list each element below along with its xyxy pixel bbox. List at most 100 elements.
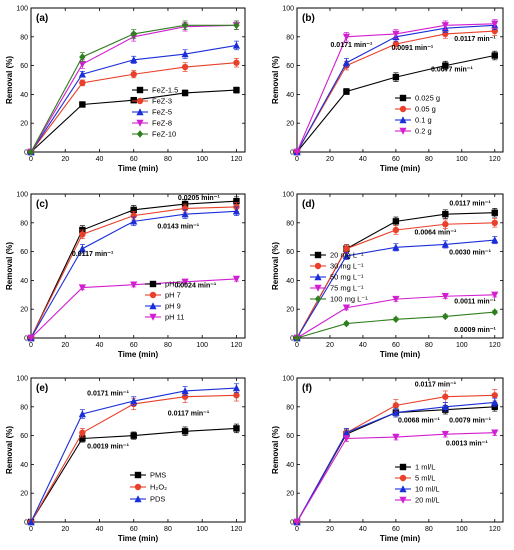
x-tick-label: 0	[295, 526, 299, 533]
data-point	[27, 148, 35, 156]
legend-marker	[314, 284, 322, 292]
legend: FeZ-1.5 FeZ-3 FeZ-5 FeZ-8 FeZ-10	[132, 86, 178, 139]
legend-marker	[314, 273, 322, 281]
series-3	[27, 20, 241, 156]
y-tick-label: 100	[16, 6, 28, 13]
data-point	[342, 58, 351, 66]
x-tick-label: 100	[196, 156, 208, 163]
x-tick-label: 120	[231, 156, 243, 163]
x-tick-label: 60	[392, 342, 400, 349]
series-4	[27, 20, 240, 156]
x-tick-label: 100	[196, 342, 208, 349]
y-tick-label: 40	[286, 92, 294, 99]
y-tick-label: 40	[286, 278, 294, 285]
data-point	[392, 433, 400, 441]
legend: 0.025 g 0.05 g 0.1 g 0.2 g	[395, 94, 440, 136]
y-axis-title: Removal (%)	[5, 242, 14, 290]
data-point	[491, 429, 499, 437]
data-point	[441, 430, 449, 438]
data-point	[181, 428, 189, 435]
x-tick-label: 80	[425, 342, 433, 349]
data-point	[343, 245, 350, 252]
rate-annotation: 0.0171 min⁻¹	[330, 42, 372, 49]
y-tick-label: 60	[286, 63, 294, 70]
series-4	[293, 308, 498, 342]
data-point	[491, 291, 499, 299]
x-tick-label: 100	[456, 526, 468, 533]
legend-marker	[399, 94, 407, 102]
y-tick-label: 0	[24, 336, 28, 343]
legend-marker	[399, 485, 407, 493]
x-axis-title: Time (min)	[118, 534, 159, 543]
y-axis-title: Removal (%)	[271, 242, 280, 290]
data-point	[79, 101, 86, 108]
y-tick-label: 80	[286, 220, 294, 227]
panel-label: (b)	[302, 13, 315, 24]
panel-label: (c)	[36, 199, 48, 210]
x-tick-label: 80	[164, 156, 172, 163]
data-point	[27, 334, 35, 342]
legend-label: H₂O₂	[150, 483, 167, 492]
x-tick-label: 40	[359, 342, 367, 349]
legend-label: 0.025 g	[415, 94, 440, 103]
data-point	[441, 293, 449, 301]
y-tick-label: 80	[286, 34, 294, 41]
data-point	[442, 312, 449, 321]
rate-annotation: 0.0030 min⁻¹	[449, 249, 491, 256]
data-point	[392, 295, 400, 303]
plot-frame	[30, 377, 246, 523]
legend-label: 50 mg L⁻¹	[330, 273, 364, 282]
x-tick-label: 60	[130, 156, 138, 163]
panel-a: 0 20 40 60 80 100 120 0 20 40 60 80 100 Time (min) Rem…	[5, 6, 246, 173]
y-tick-label: 0	[290, 336, 294, 343]
legend-marker	[399, 127, 407, 135]
data-point	[293, 334, 301, 342]
x-tick-label: 40	[96, 342, 104, 349]
series-0	[27, 86, 240, 156]
y-tick-label: 0	[24, 520, 28, 527]
legend-label: FeZ-10	[152, 130, 176, 139]
x-tick-label: 20	[61, 156, 69, 163]
y-tick-label: 40	[20, 92, 28, 99]
legend-marker	[136, 119, 144, 127]
data-point	[491, 398, 499, 406]
x-tick-label: 120	[489, 156, 501, 163]
x-tick-label: 20	[326, 526, 334, 533]
legend-marker	[134, 471, 142, 479]
data-point	[392, 73, 400, 81]
x-tick-label: 120	[231, 342, 243, 349]
data-point	[232, 275, 241, 283]
plot-frame	[30, 7, 246, 153]
data-point	[232, 207, 241, 215]
y-axis-title: Removal (%)	[5, 426, 14, 474]
legend-marker	[149, 302, 157, 310]
x-tick-label: 0	[295, 156, 299, 163]
legend-marker	[149, 280, 157, 288]
rate-annotation: 0.0079 min⁻¹	[449, 418, 491, 425]
legend-marker	[399, 463, 407, 471]
legend-label: 75 mg L⁻¹	[330, 284, 364, 293]
data-point	[442, 221, 449, 228]
data-point	[293, 518, 301, 526]
data-point	[181, 63, 189, 71]
x-axis-title: Time (min)	[380, 534, 421, 543]
x-axis-title: Time (min)	[118, 164, 159, 173]
data-point	[232, 41, 241, 49]
data-point	[78, 284, 86, 292]
rate-annotation: 0.0117 min⁻¹	[449, 201, 491, 208]
data-point	[78, 244, 86, 252]
data-point	[491, 52, 498, 59]
data-point	[233, 392, 240, 399]
panel-e: 0 20 40 60 80 100 120 0 20 40 60 80 100 Time (min) Rem…	[5, 376, 246, 543]
legend-marker	[134, 495, 142, 503]
legend-label: 0.1 g	[415, 116, 432, 125]
x-tick-label: 40	[359, 526, 367, 533]
series-2	[27, 206, 241, 342]
data-point	[491, 20, 499, 28]
data-point	[392, 30, 400, 38]
y-axis-title: Removal (%)	[271, 426, 280, 474]
legend-label: FeZ-8	[152, 119, 172, 128]
data-point	[392, 408, 400, 416]
legend-label: 1 ml/L	[415, 463, 435, 472]
series-1	[293, 218, 498, 342]
